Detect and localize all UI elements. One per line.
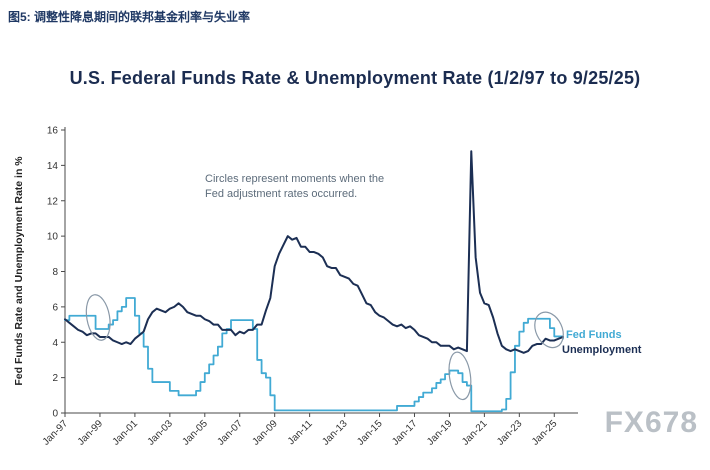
annotation-line2: Fed adjustment rates occurred.: [205, 188, 357, 200]
x-tick-label: Jan-09: [250, 418, 280, 448]
fed-funds-line: [64, 297, 564, 413]
annotation-line1: Circles represent moments when the: [205, 173, 384, 185]
y-tick-label: 10: [47, 232, 59, 243]
y-tick-label: 16: [47, 126, 59, 137]
y-tick-label: 4: [52, 338, 58, 349]
adjustment-circle: [85, 294, 111, 341]
y-tick-label: 8: [52, 267, 58, 278]
figure-label: 图5: 调整性降息期间的联邦基金利率与失业率: [8, 10, 251, 24]
x-tick-label: Jan-21: [460, 418, 490, 448]
y-tick-label: 2: [52, 373, 58, 384]
y-tick-label: 12: [47, 196, 59, 207]
x-tick-label: Jan-05: [181, 418, 211, 448]
x-tick-label: Jan-17: [390, 418, 420, 448]
y-tick-label: 14: [47, 161, 59, 172]
adjustment-circle: [448, 351, 472, 401]
x-tick-label: Jan-25: [530, 418, 560, 448]
x-tick-label: Jan-07: [215, 418, 245, 448]
legend-fed-funds: Fed Funds: [566, 329, 622, 341]
x-tick-label: Jan-03: [146, 418, 176, 448]
y-tick-label: 6: [52, 302, 58, 313]
y-axis-label: Fed Funds Rate and Unemployment Rate in …: [13, 156, 25, 386]
x-tick-label: Jan-19: [425, 418, 455, 448]
x-tick-label: Jan-23: [495, 418, 525, 448]
y-tick-label: 0: [52, 409, 58, 420]
x-tick-label: Jan-13: [320, 418, 350, 448]
adjustment-circle: [534, 311, 564, 349]
legend-unemployment: Unemployment: [562, 344, 642, 356]
chart-title: U.S. Federal Funds Rate & Unemployment R…: [69, 68, 641, 88]
x-tick-label: Jan-99: [76, 418, 106, 448]
x-tick-label: Jan-97: [41, 418, 71, 448]
x-tick-label: Jan-01: [111, 418, 141, 448]
watermark: FX678: [604, 406, 698, 439]
chart-series: [64, 150, 565, 413]
x-tick-label: Jan-15: [355, 418, 385, 448]
circle-annotations: [85, 294, 564, 401]
unemployment-line: [64, 150, 565, 354]
x-tick-label: Jan-11: [286, 418, 315, 447]
